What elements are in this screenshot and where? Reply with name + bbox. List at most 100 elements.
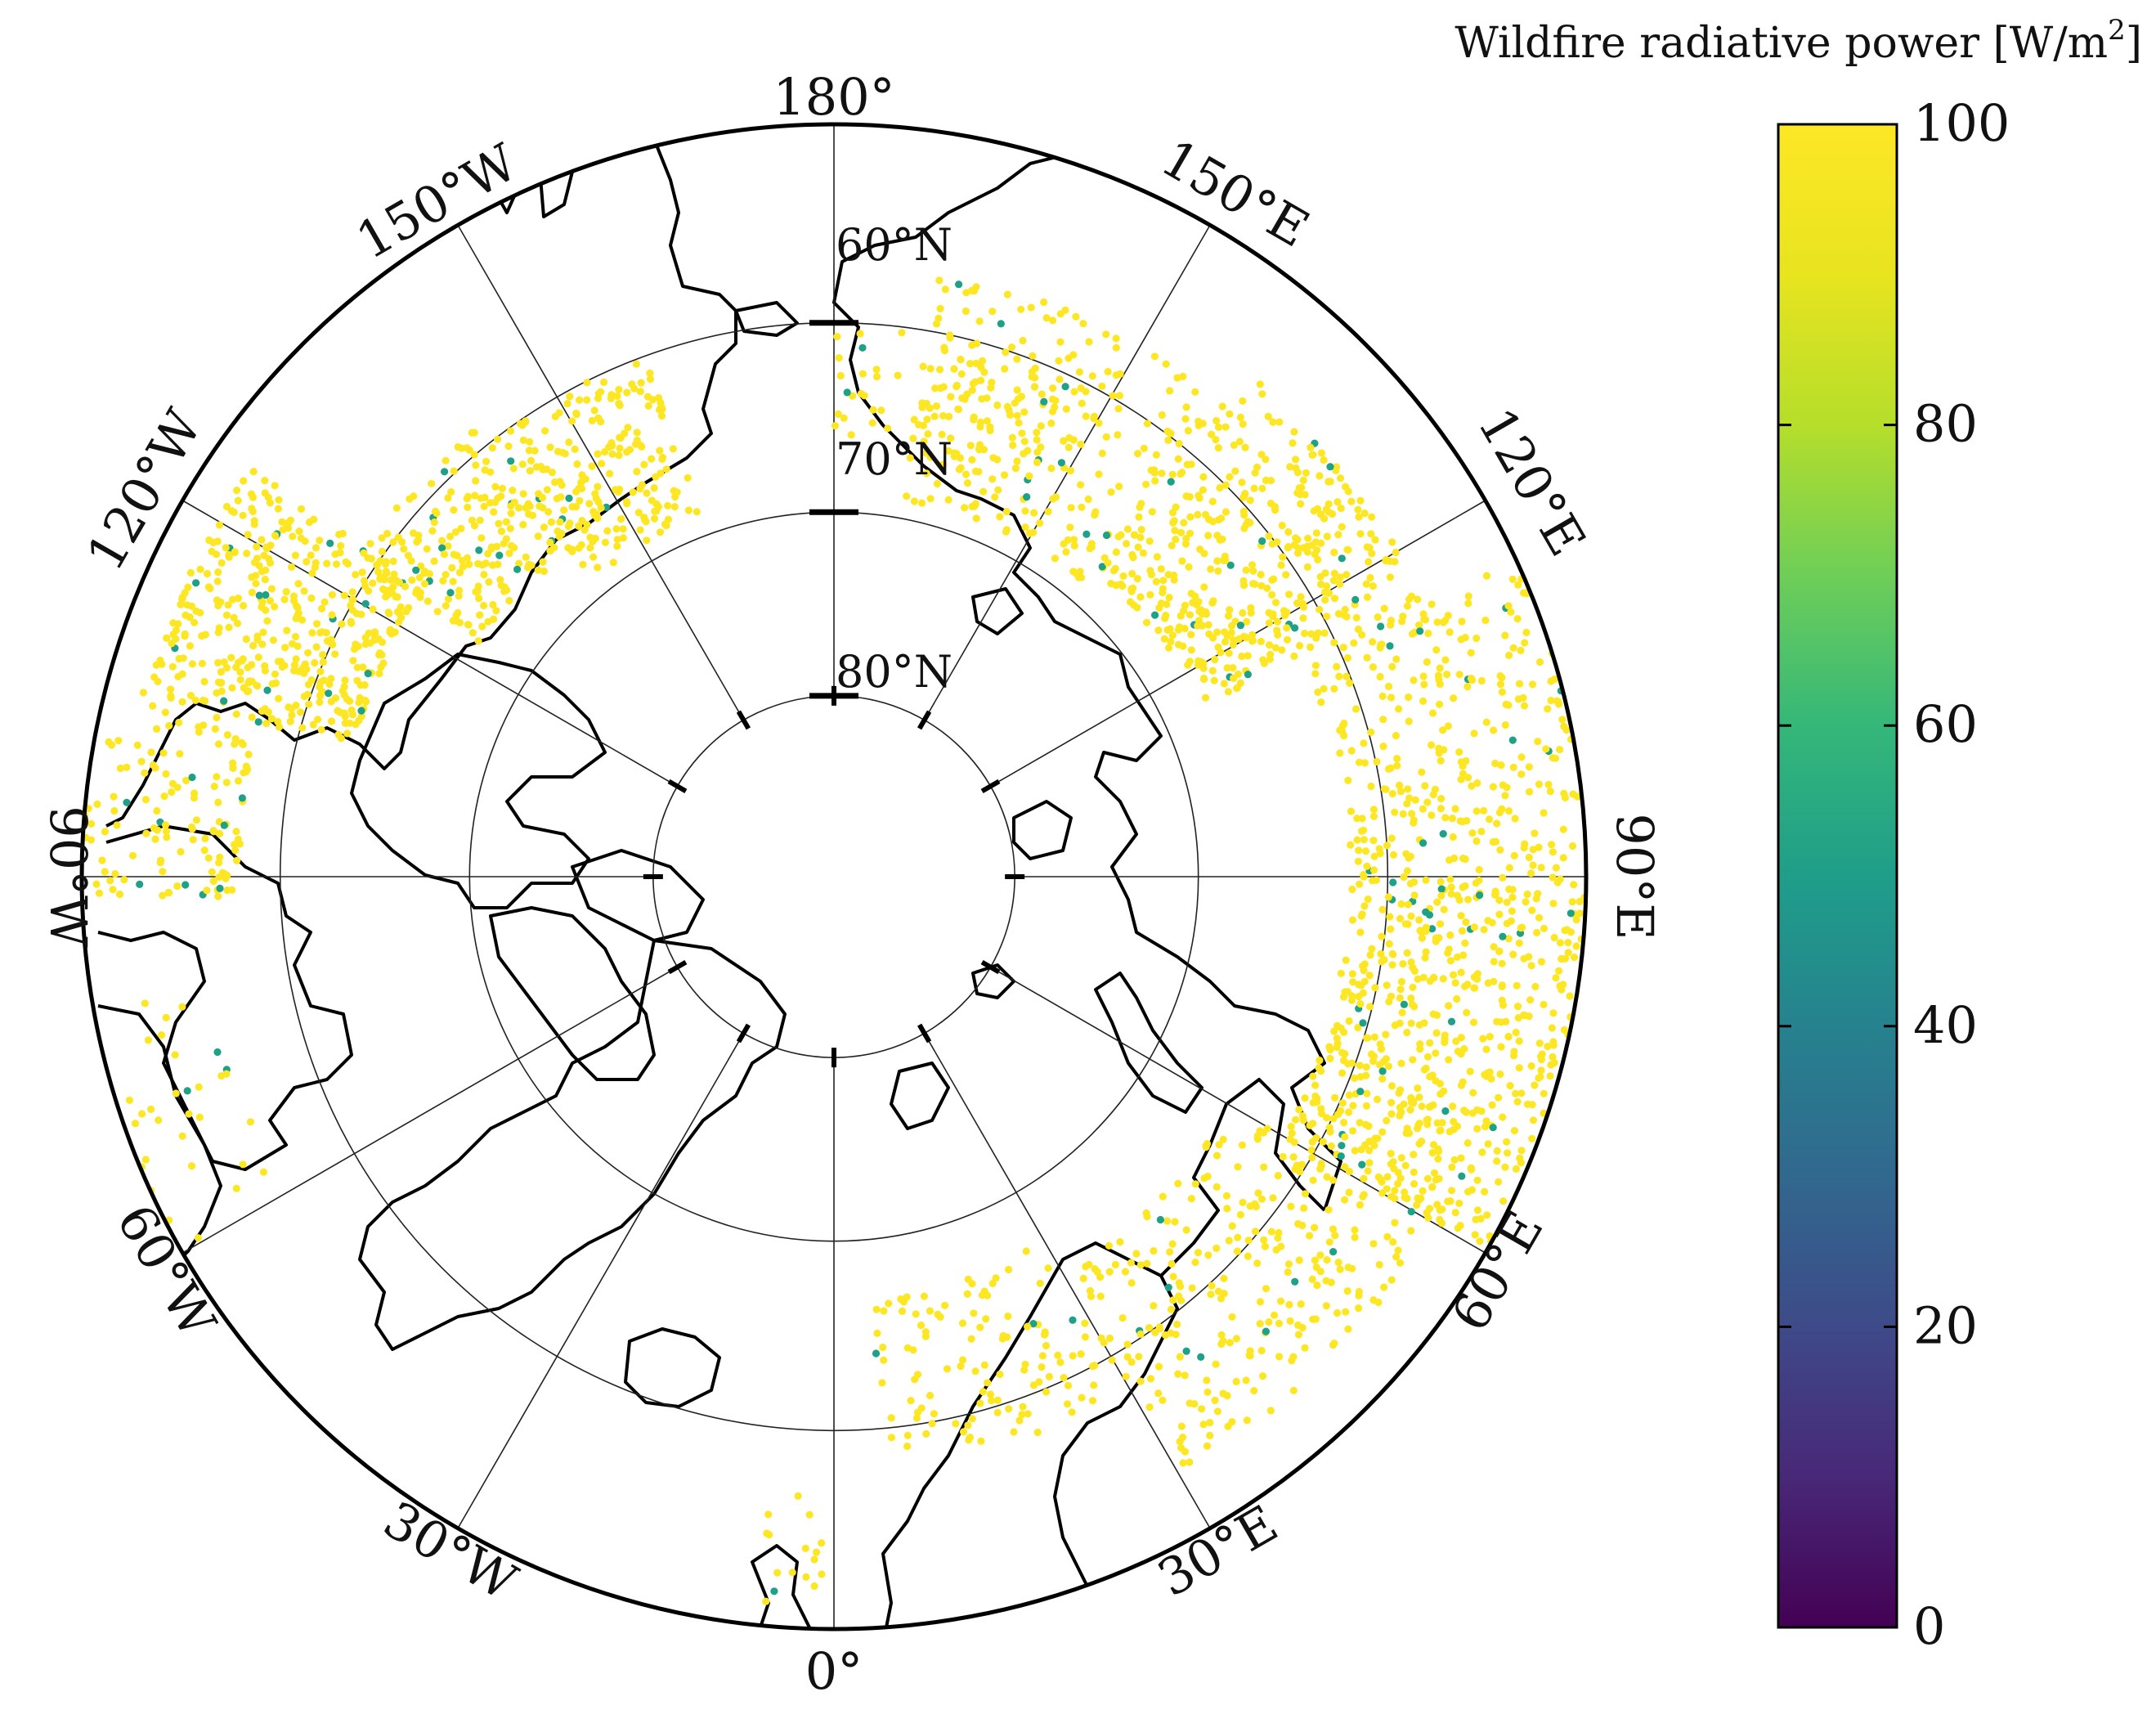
fire-point (457, 524, 465, 533)
fire-point (1490, 943, 1498, 951)
fire-point (1457, 758, 1466, 766)
fire-point (1111, 1260, 1119, 1268)
fire-point (162, 1013, 170, 1021)
fire-point (546, 443, 554, 451)
fire-point (1312, 529, 1320, 537)
fire-point (1199, 674, 1208, 683)
fire-point (1496, 1070, 1504, 1079)
fire-point (504, 442, 513, 451)
fire-point (539, 558, 547, 566)
fire-point (182, 611, 190, 619)
fire-point (1389, 851, 1398, 859)
fire-point (297, 505, 306, 514)
fire-point (858, 343, 867, 352)
fire-point (1105, 1241, 1113, 1250)
fire-point (1410, 877, 1419, 886)
fire-point (165, 721, 173, 730)
fire-point (341, 712, 349, 720)
fire-point (1472, 807, 1481, 815)
coastline-new-siberian-islands (971, 587, 1024, 635)
fire-point (233, 619, 242, 627)
fire-point (638, 442, 646, 451)
fire-point (448, 563, 456, 572)
fire-point (1164, 1283, 1172, 1291)
fire-point (1001, 365, 1009, 373)
fire-point (1314, 629, 1322, 637)
fire-point (206, 585, 214, 593)
fire-point (1325, 1205, 1333, 1214)
fire-point (964, 1421, 972, 1430)
fire-point (1021, 523, 1029, 532)
fire-point (1450, 1156, 1459, 1164)
fire-point (1209, 634, 1217, 642)
fire-point (1365, 544, 1374, 552)
fire-point (1248, 631, 1257, 640)
fire-point (1356, 880, 1364, 888)
fire-point (1501, 631, 1509, 640)
fire-point (1327, 1278, 1335, 1286)
fire-point (414, 536, 423, 545)
fire-point (1432, 1176, 1440, 1184)
fire-point (1029, 1381, 1038, 1389)
fire-point (125, 1096, 133, 1104)
fire-point (1561, 927, 1569, 935)
fire-point (572, 487, 580, 496)
fire-point (1033, 448, 1042, 456)
fire-point (1504, 807, 1513, 815)
fire-point (1127, 587, 1136, 595)
fire-point (1396, 781, 1404, 789)
fire-point (1533, 928, 1541, 936)
fire-point (1572, 942, 1580, 950)
fire-point (308, 629, 316, 637)
fire-point (1234, 670, 1242, 679)
fire-point (1002, 348, 1010, 357)
fire-point (1191, 592, 1199, 600)
fire-point (1323, 1114, 1331, 1122)
fire-point (1317, 580, 1325, 589)
fire-point (328, 611, 336, 619)
fire-point (337, 541, 345, 550)
fire-point (203, 886, 211, 895)
fire-point (1386, 642, 1394, 650)
fire-point (1206, 1419, 1214, 1427)
fire-point (1528, 906, 1536, 914)
fire-point (1356, 530, 1365, 538)
fire-point (1346, 679, 1354, 687)
fire-point (1410, 1180, 1419, 1188)
fire-point (1150, 1302, 1158, 1310)
fire-point (1222, 1192, 1230, 1200)
fire-point (1356, 1073, 1365, 1081)
fire-point (903, 492, 911, 500)
fire-point (1256, 380, 1264, 388)
fire-point (1230, 441, 1238, 450)
fire-point (1473, 1206, 1481, 1214)
fire-point (1208, 667, 1217, 675)
fire-point (872, 372, 881, 381)
fire-point (378, 547, 386, 556)
fire-point (1081, 1333, 1089, 1341)
fire-point (1573, 792, 1581, 801)
fire-point (1496, 846, 1504, 854)
fire-point (1160, 635, 1168, 643)
fire-point (1537, 958, 1546, 966)
fire-point (957, 1362, 965, 1371)
fire-point (1325, 1124, 1333, 1132)
fire-point (497, 527, 506, 536)
fire-point (480, 601, 488, 610)
fire-point (1368, 513, 1376, 521)
fire-point (1191, 1180, 1199, 1188)
fire-point (1354, 505, 1362, 514)
fire-point (343, 729, 352, 738)
fire-point (1529, 861, 1537, 869)
fire-point (361, 640, 370, 649)
fire-point (1185, 563, 1193, 571)
fire-point (1152, 451, 1160, 459)
fire-point (1531, 829, 1539, 837)
fire-point (1550, 933, 1558, 942)
fire-point (1123, 540, 1131, 548)
fire-point (1369, 806, 1378, 814)
fire-point (455, 586, 464, 595)
fire-point (1295, 1106, 1303, 1114)
fire-point (636, 526, 644, 534)
fire-point (385, 609, 393, 617)
